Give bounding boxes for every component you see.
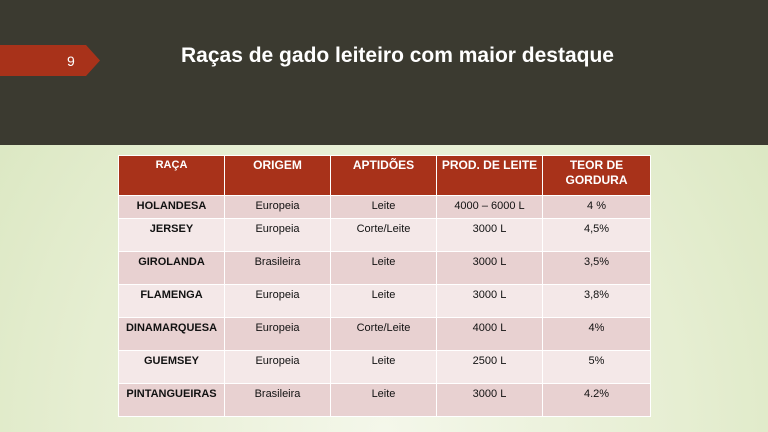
cell-fat-content: 3,5% bbox=[542, 251, 651, 285]
table-row: DINAMARQUESA Europeia Corte/Leite 4000 L… bbox=[118, 317, 651, 351]
table-row: FLAMENGA Europeia Leite 3000 L 3,8% bbox=[118, 284, 651, 318]
cell-fat-content: 4,5% bbox=[542, 218, 651, 252]
cell-origin: Europeia bbox=[224, 350, 331, 384]
header-aptidoes: APTIDÕES bbox=[330, 155, 437, 196]
cell-origin: Europeia bbox=[224, 218, 331, 252]
cell-milk-production: 3000 L bbox=[436, 218, 543, 252]
header-prod-leite: PROD. DE LEITE bbox=[436, 155, 543, 196]
cell-fat-content: 3,8% bbox=[542, 284, 651, 318]
table-row: HOLANDESA Europeia Leite 4000 – 6000 L 4… bbox=[118, 195, 651, 219]
cell-breed: HOLANDESA bbox=[118, 195, 225, 219]
cell-fat-content: 4% bbox=[542, 317, 651, 351]
breeds-table: RAÇA ORIGEM APTIDÕES PROD. DE LEITE TEOR… bbox=[118, 155, 651, 417]
cell-aptitude: Corte/Leite bbox=[330, 317, 437, 351]
cell-origin: Brasileira bbox=[224, 251, 331, 285]
header-origem: ORIGEM bbox=[224, 155, 331, 196]
table-row: PINTANGUEIRAS Brasileira Leite 3000 L 4.… bbox=[118, 383, 651, 417]
cell-milk-production: 3000 L bbox=[436, 251, 543, 285]
cell-milk-production: 3000 L bbox=[436, 284, 543, 318]
table-header-row: RAÇA ORIGEM APTIDÕES PROD. DE LEITE TEOR… bbox=[118, 155, 651, 196]
cell-milk-production: 4000 L bbox=[436, 317, 543, 351]
cell-aptitude: Leite bbox=[330, 195, 437, 219]
cell-breed: JERSEY bbox=[118, 218, 225, 252]
header-teor-gordura: TEOR DE GORDURA bbox=[542, 155, 651, 196]
table-row: JERSEY Europeia Corte/Leite 3000 L 4,5% bbox=[118, 218, 651, 252]
cell-breed: GIROLANDA bbox=[118, 251, 225, 285]
cell-milk-production: 2500 L bbox=[436, 350, 543, 384]
cell-origin: Europeia bbox=[224, 284, 331, 318]
slide-header bbox=[0, 0, 768, 145]
cell-milk-production: 4000 – 6000 L bbox=[436, 195, 543, 219]
cell-aptitude: Leite bbox=[330, 251, 437, 285]
cell-fat-content: 4.2% bbox=[542, 383, 651, 417]
cell-origin: Europeia bbox=[224, 317, 331, 351]
table-row: GUEMSEY Europeia Leite 2500 L 5% bbox=[118, 350, 651, 384]
slide-number-badge: 9 bbox=[0, 45, 100, 76]
cell-breed: DINAMARQUESA bbox=[118, 317, 225, 351]
cell-fat-content: 4 % bbox=[542, 195, 651, 219]
cell-aptitude: Corte/Leite bbox=[330, 218, 437, 252]
cell-aptitude: Leite bbox=[330, 350, 437, 384]
slide-title: Raças de gado leiteiro com maior destaqu… bbox=[181, 44, 614, 67]
cell-milk-production: 3000 L bbox=[436, 383, 543, 417]
cell-aptitude: Leite bbox=[330, 383, 437, 417]
cell-fat-content: 5% bbox=[542, 350, 651, 384]
cell-breed: GUEMSEY bbox=[118, 350, 225, 384]
slide-number: 9 bbox=[67, 53, 75, 69]
cell-origin: Europeia bbox=[224, 195, 331, 219]
cell-breed: FLAMENGA bbox=[118, 284, 225, 318]
cell-breed: PINTANGUEIRAS bbox=[118, 383, 225, 417]
table-row: GIROLANDA Brasileira Leite 3000 L 3,5% bbox=[118, 251, 651, 285]
cell-aptitude: Leite bbox=[330, 284, 437, 318]
header-raca: RAÇA bbox=[118, 155, 225, 196]
cell-origin: Brasileira bbox=[224, 383, 331, 417]
